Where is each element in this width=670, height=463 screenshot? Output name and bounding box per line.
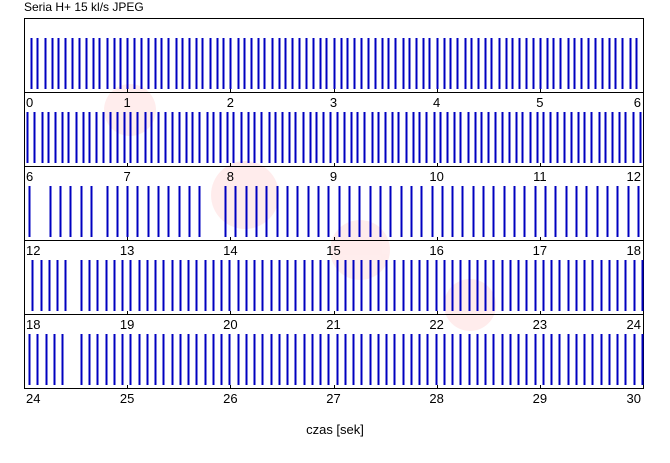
timeline-panel-2: 6 7 8 9 10 11 12 [24, 92, 644, 184]
watermark-shape [211, 161, 279, 229]
x-tick-label: 8 [227, 169, 234, 184]
x-tick-label: 24 [627, 317, 641, 332]
x-tick-label: 6 [634, 95, 641, 110]
x-tick-label: 0 [26, 95, 33, 110]
x-tick-label: 21 [326, 317, 340, 332]
x-tick-label: 5 [536, 95, 543, 110]
timeline-panel-1: 0 1 2 3 4 5 6 [24, 18, 644, 110]
x-tick-label: 1 [124, 95, 131, 110]
x-tick-label: 6 [26, 169, 33, 184]
x-tick-label: 24 [26, 391, 40, 406]
x-tick-label: 28 [429, 391, 443, 406]
timeline-panel-5: 24 25 26 27 28 29 30 [24, 314, 644, 406]
x-tick-label: 26 [223, 391, 237, 406]
x-tick-label: 25 [120, 391, 134, 406]
x-tick-label: 15 [326, 243, 340, 258]
x-tick-label: 9 [330, 169, 337, 184]
x-tick-label: 18 [627, 243, 641, 258]
x-tick-label: 27 [326, 391, 340, 406]
x-tick-label: 12 [627, 169, 641, 184]
timeline-panel-4: 18 19 20 21 22 23 24 [24, 240, 644, 332]
x-tick-label: 11 [533, 169, 547, 184]
x-tick-label: 12 [26, 243, 40, 258]
x-tick-label: 14 [223, 243, 237, 258]
x-tick-label: 20 [223, 317, 237, 332]
x-tick-label: 13 [120, 243, 134, 258]
x-tick-label: 22 [429, 317, 443, 332]
x-tick-label: 30 [627, 391, 641, 406]
x-tick-label: 7 [124, 169, 131, 184]
x-tick-label: 29 [533, 391, 547, 406]
x-tick-label: 17 [533, 243, 547, 258]
x-tick-label: 19 [120, 317, 134, 332]
x-tick-label: 16 [429, 243, 443, 258]
x-tick-label: 23 [533, 317, 547, 332]
x-tick-label: 18 [26, 317, 40, 332]
x-tick-label: 4 [433, 95, 440, 110]
x-tick-label: 2 [227, 95, 234, 110]
chart-title: Seria H+ 15 kl/s JPEG [24, 0, 144, 14]
x-tick-label: 10 [429, 169, 443, 184]
x-axis-label: czas [sek] [306, 422, 364, 437]
x-tick-label: 3 [330, 95, 337, 110]
